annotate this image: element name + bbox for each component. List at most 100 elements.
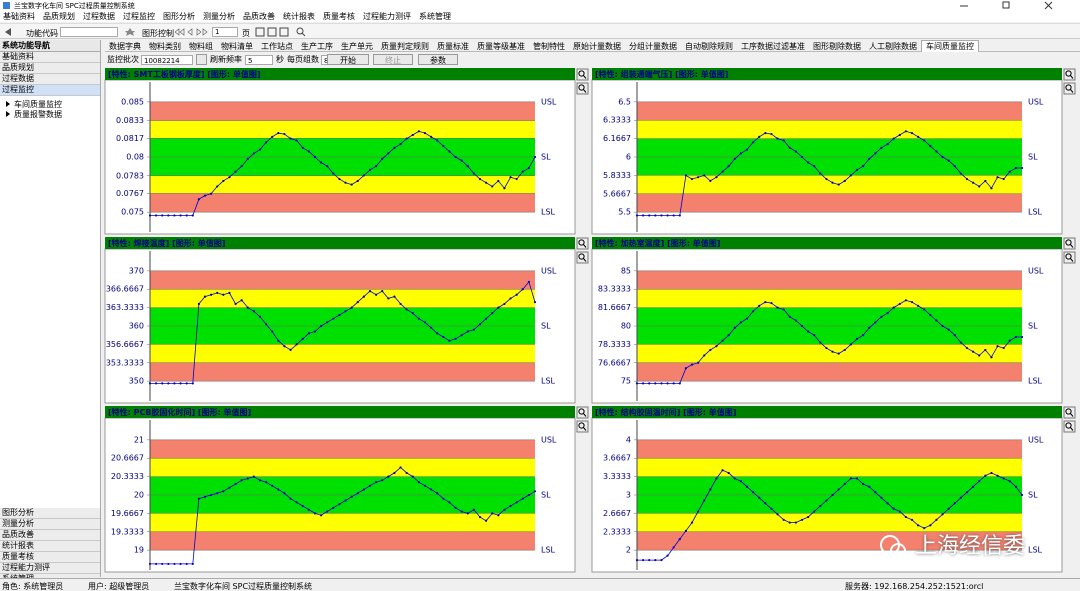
data-point [868, 326, 871, 329]
data-point [271, 135, 274, 138]
data-point [216, 185, 219, 188]
data-point [405, 308, 408, 311]
data-point [509, 504, 512, 508]
data-point [813, 334, 816, 337]
data-point [466, 165, 469, 168]
params-button[interactable]: 参数 [418, 54, 458, 65]
zoom-button[interactable] [1063, 237, 1076, 250]
data-point [356, 301, 359, 304]
nav-item[interactable]: 过程能力测评 [0, 563, 100, 574]
data-point [898, 510, 901, 513]
spec-band [150, 344, 535, 363]
limit-label: USL [1028, 266, 1044, 275]
code-input[interactable] [60, 27, 118, 37]
menu-item[interactable]: 质量考核 [323, 12, 355, 21]
tab[interactable]: 质量等级基准 [477, 41, 525, 51]
menu-item[interactable]: 统计报表 [283, 12, 315, 21]
data-point [727, 471, 730, 475]
zoom-button[interactable] [1063, 68, 1076, 81]
data-point [381, 289, 384, 293]
menu-item[interactable]: 品质规划 [43, 12, 75, 21]
nav-item[interactable]: 统计报表 [0, 541, 100, 552]
data-point [776, 137, 779, 140]
nav-item[interactable]: 品质规划 [0, 63, 100, 74]
nav-item[interactable]: 质量考核 [0, 552, 100, 563]
zoom-icon [583, 89, 587, 93]
data-point [246, 477, 249, 480]
nav-item[interactable]: 测量分析 [0, 519, 100, 530]
data-point [527, 280, 530, 283]
tab[interactable]: 管制特性 [533, 41, 565, 51]
spec-band [637, 289, 1022, 308]
data-point [684, 367, 687, 370]
tab[interactable]: 车间质量监控 [921, 40, 979, 52]
tree-item[interactable]: 车间质量监控 [6, 100, 62, 109]
y-tick-label: 370 [129, 266, 144, 275]
data-point [454, 155, 457, 159]
tab[interactable]: 生产工序 [301, 41, 333, 51]
data-point [521, 497, 524, 500]
data-point [904, 130, 907, 133]
data-point [252, 475, 255, 478]
menu-item[interactable]: 系统管理 [419, 12, 451, 21]
nav-item[interactable]: 过程数据 [0, 74, 100, 85]
menu-item[interactable]: 过程能力测评 [363, 12, 411, 21]
tab[interactable]: 物料清单 [221, 41, 253, 51]
menu-item[interactable]: 图形分析 [163, 12, 195, 21]
tab[interactable]: 人工剔除数据 [869, 41, 917, 51]
menu-item[interactable]: 品质改善 [243, 12, 275, 21]
menu-item[interactable]: 过程监控 [123, 12, 155, 21]
zoom-button[interactable] [1063, 82, 1076, 95]
menu-item[interactable]: 测量分析 [203, 12, 235, 21]
tab[interactable]: 质量判定规则 [381, 41, 429, 51]
data-point [210, 293, 213, 296]
data-point [381, 157, 384, 160]
zoom-button[interactable] [576, 68, 589, 81]
tab[interactable]: 生产单元 [341, 41, 373, 51]
zoom-button[interactable] [1063, 420, 1076, 433]
refresh-input[interactable]: 5 [245, 55, 273, 65]
tab[interactable]: 原始计量数据 [573, 41, 621, 51]
data-point [831, 493, 834, 497]
batch-input[interactable]: 10082214 [141, 55, 193, 65]
page-input[interactable]: 1 [212, 27, 238, 37]
zoom-button[interactable] [576, 237, 589, 250]
zoom-button[interactable] [576, 82, 589, 95]
data-point [898, 302, 901, 306]
tab[interactable]: 工序数据过滤基准 [741, 41, 805, 51]
data-point [862, 482, 865, 486]
zoom-button[interactable] [1063, 406, 1076, 419]
tab[interactable]: 分组计量数据 [629, 41, 677, 51]
page-unit: 页 [242, 29, 250, 38]
tab[interactable]: 质量标准 [437, 41, 469, 51]
data-point [745, 317, 749, 320]
tab[interactable]: 物料组 [189, 41, 213, 51]
tab[interactable]: 工作站点 [261, 41, 293, 51]
stop-button[interactable]: 终止 [373, 54, 413, 65]
data-point [356, 179, 359, 183]
tab[interactable]: 图形剔除数据 [813, 41, 861, 51]
menu-item[interactable]: 基础资料 [3, 12, 35, 21]
start-button[interactable]: 开始 [327, 54, 369, 65]
tab[interactable]: 物料类别 [149, 41, 181, 51]
data-point [460, 159, 463, 162]
data-point [715, 176, 718, 179]
data-point [782, 308, 785, 311]
nav-item[interactable]: 基础资料 [0, 52, 100, 63]
data-point [485, 519, 488, 522]
zoom-button[interactable] [576, 406, 589, 419]
nav-item[interactable]: 品质改善 [0, 530, 100, 541]
refresh-button[interactable] [196, 54, 207, 65]
zoom-button[interactable] [1063, 251, 1076, 264]
zoom-button[interactable] [576, 251, 589, 264]
tree-item[interactable]: 质量报警数据 [6, 110, 62, 119]
tab[interactable]: 自动剔除规则 [685, 41, 733, 51]
data-point [709, 488, 712, 491]
data-point [733, 326, 736, 329]
nav-item[interactable]: 图形分析 [0, 508, 100, 519]
nav-item[interactable]: 过程监控 [0, 85, 100, 96]
tab[interactable]: 数据字典 [109, 41, 141, 51]
zoom-button[interactable] [576, 420, 589, 433]
menu-item[interactable]: 过程数据 [83, 12, 115, 21]
